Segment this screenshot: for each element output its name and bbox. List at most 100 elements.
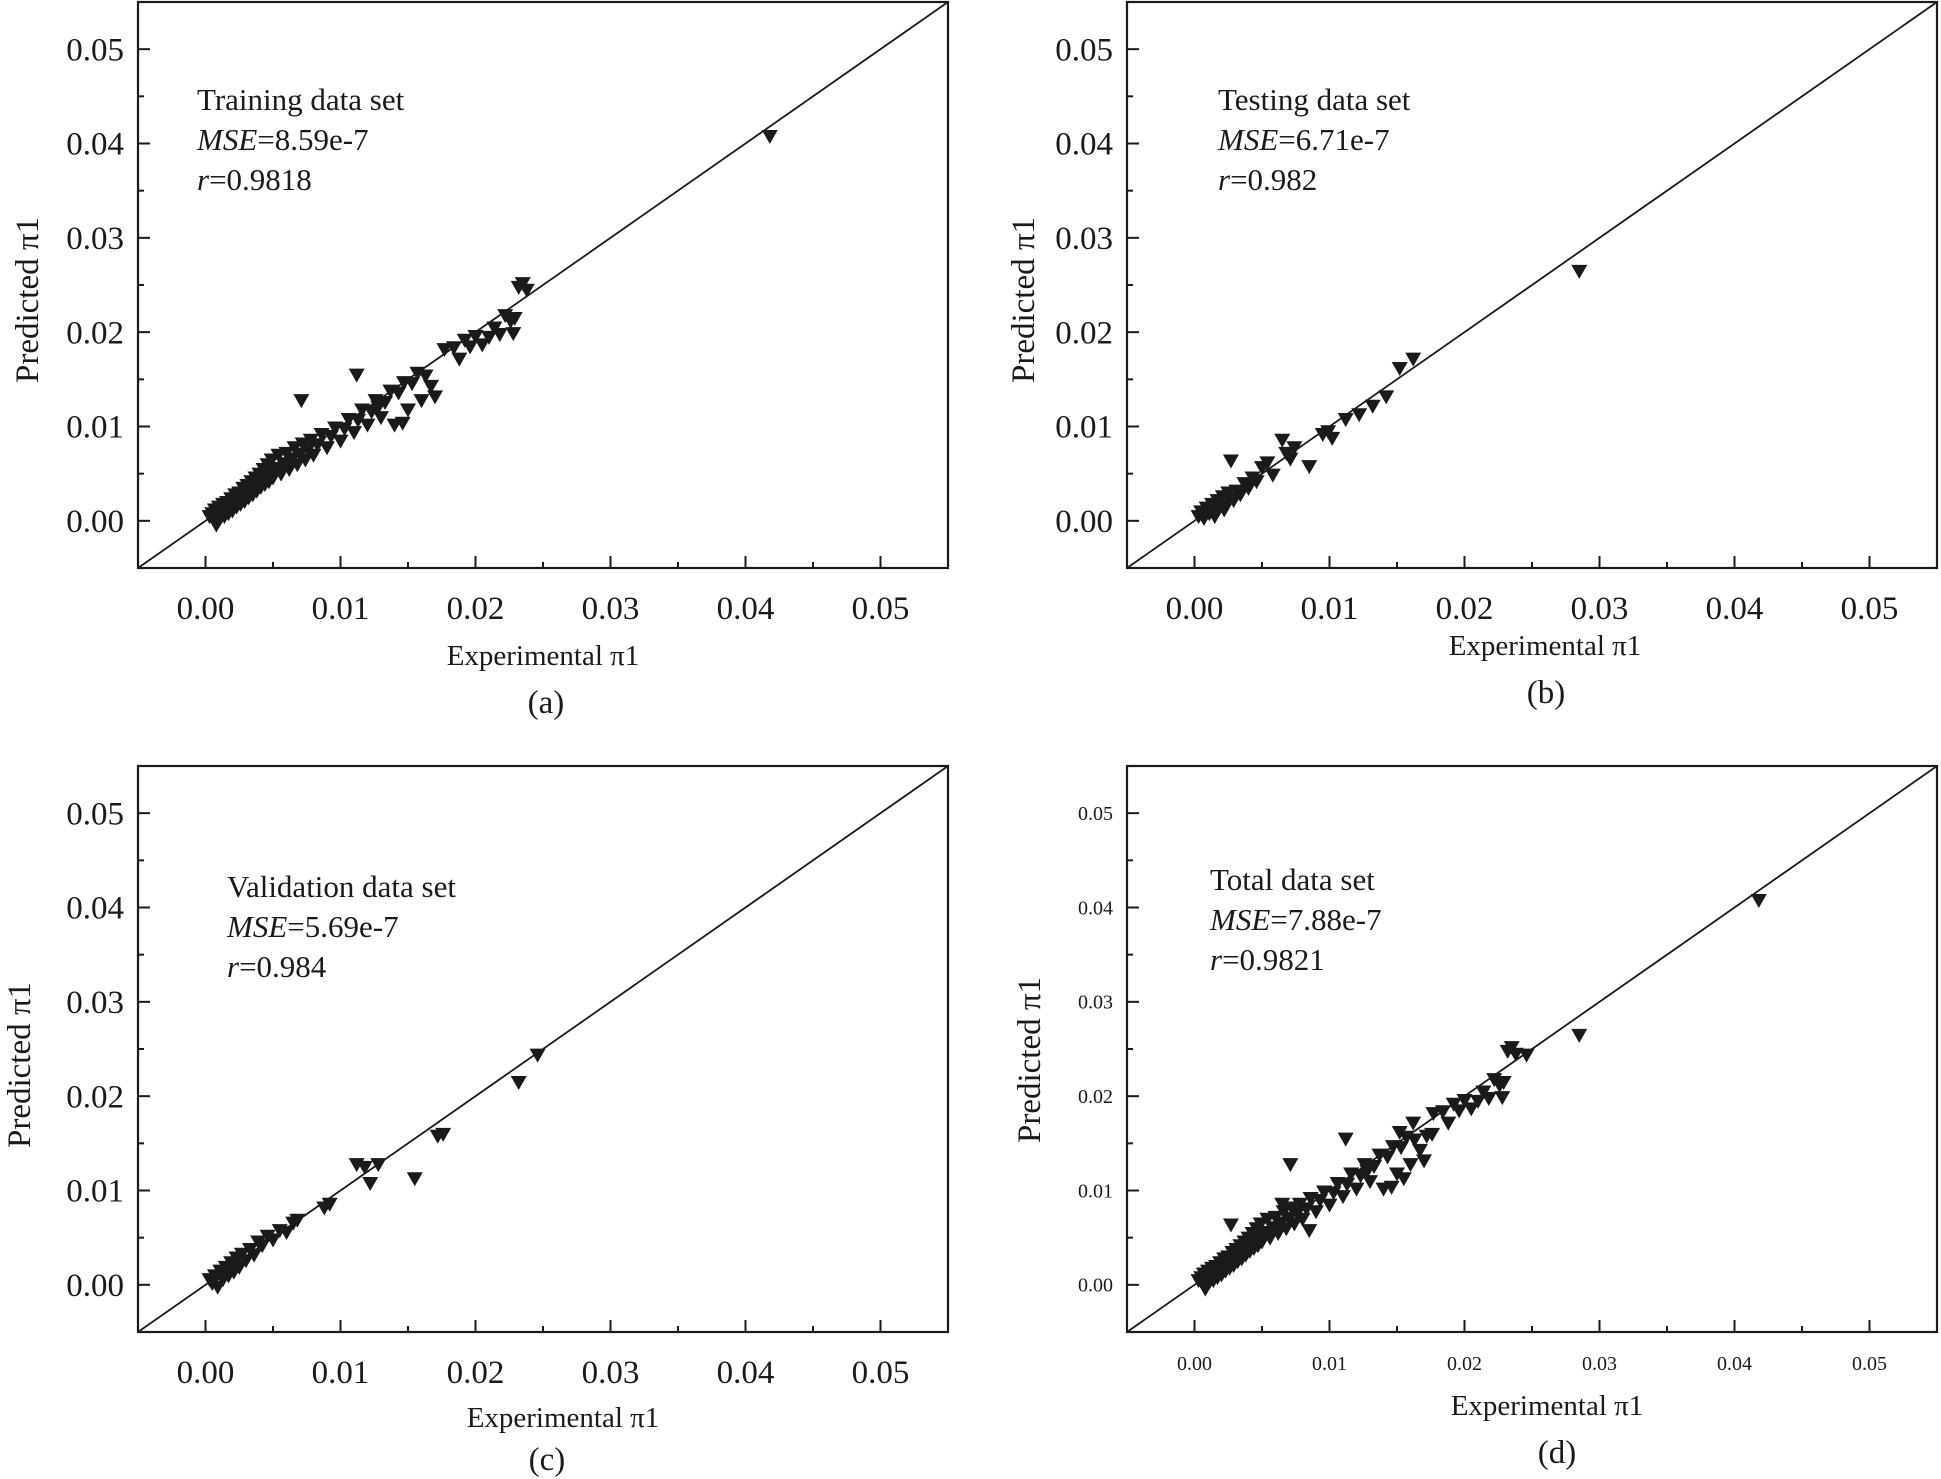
data-point — [1366, 1159, 1383, 1174]
x-tick-label: 0.02 — [1447, 1353, 1482, 1375]
data-point — [1424, 1127, 1441, 1142]
annotation-r: r=0.982 — [1218, 162, 1317, 197]
data-point — [1379, 1150, 1396, 1165]
data-point — [1282, 452, 1299, 467]
annotation-mse: MSE=8.59e-7 — [196, 122, 369, 157]
data-point — [1274, 433, 1291, 448]
data-point — [1264, 468, 1281, 483]
data-point — [1359, 1164, 1376, 1179]
data-point — [231, 1260, 248, 1275]
y-tick-label: 0.02 — [1055, 315, 1113, 351]
annotation-mse: MSE=7.88e-7 — [1209, 902, 1382, 937]
data-point — [1470, 1094, 1486, 1109]
data-point — [413, 394, 430, 409]
data-point — [1405, 1116, 1422, 1131]
data-point — [356, 1160, 373, 1175]
y-tick-label: 0.05 — [1055, 32, 1113, 68]
data-point — [1494, 1091, 1511, 1106]
data-point — [1301, 1224, 1318, 1239]
x-tick-label: 0.00 — [177, 1355, 235, 1391]
annotation-title: Testing data set — [1218, 82, 1411, 117]
data-point — [1391, 1126, 1408, 1141]
x-tick-label: 0.03 — [1582, 1353, 1617, 1375]
y-tick-label: 0.00 — [1078, 1275, 1113, 1297]
data-point — [273, 467, 290, 482]
data-point — [1254, 1235, 1270, 1250]
data-point — [427, 390, 443, 405]
panel-b: 0.00 0.01 0.02 0.03 0.04 0.05 0.00 0.01 0.02 0.03… — [1006, 0, 1939, 711]
x-axis-label: Experimental π1 — [1449, 630, 1642, 662]
x-tick-label: 0.02 — [447, 591, 505, 627]
panel-c: 0.00 0.01 0.02 0.03 0.04 0.05 0.00 0.01 0.02 0.03… — [2, 764, 950, 1478]
data-point — [1232, 488, 1249, 503]
data-point — [1480, 1092, 1497, 1107]
y-tick-label: 0.01 — [66, 410, 124, 446]
annotation-title: Total data set — [1210, 862, 1375, 897]
y-axis-label: Predicted π1 — [1012, 977, 1048, 1143]
x-tick-label: 0.04 — [1706, 591, 1764, 627]
y-tick-label: 0.03 — [66, 985, 124, 1021]
data-point — [373, 411, 389, 426]
data-point — [1222, 1218, 1239, 1233]
data-point — [1411, 1143, 1428, 1158]
data-point — [445, 341, 462, 356]
annotation-box: Total data set MSE=7.88e-7 r=0.9821 — [1209, 862, 1382, 977]
data-point — [1321, 1198, 1338, 1213]
x-tick-label: 0.04 — [717, 1355, 775, 1391]
data-point — [246, 1248, 263, 1263]
x-tick-label: 0.02 — [447, 1355, 505, 1391]
data-point — [278, 1226, 295, 1241]
data-point — [1405, 352, 1422, 367]
y-tick-label: 0.01 — [66, 1174, 124, 1210]
data-point — [1274, 1197, 1291, 1212]
x-tick-label: 0.05 — [852, 591, 910, 627]
data-point — [505, 327, 522, 342]
y-tick-label: 0.05 — [66, 796, 124, 832]
x-axis-label: Experimental π1 — [1451, 1390, 1644, 1422]
data-point — [302, 433, 319, 448]
data-point — [390, 386, 407, 401]
annotation-box: Training data set MSE=8.59e-7 r=0.9818 — [196, 82, 405, 197]
data-point — [1270, 1226, 1287, 1241]
data-point — [1364, 399, 1381, 414]
data-point — [1416, 1154, 1432, 1169]
y-tick-label: 0.04 — [1078, 897, 1113, 919]
y-tick-label: 0.00 — [66, 504, 124, 540]
data-point — [1425, 1107, 1442, 1122]
data-point — [1402, 1158, 1419, 1173]
data-point — [1324, 431, 1341, 446]
data-point — [481, 330, 497, 345]
annotation-title: Training data set — [197, 82, 405, 117]
y-tick-label: 0.03 — [66, 221, 124, 257]
data-point — [491, 328, 508, 343]
data-point — [436, 343, 453, 358]
data-point — [348, 368, 365, 383]
data-point — [1262, 1231, 1279, 1246]
data-point — [417, 369, 434, 384]
y-tick-label: 0.02 — [1078, 1086, 1113, 1108]
x-tick-label: 0.03 — [582, 591, 640, 627]
data-point — [1434, 1105, 1451, 1120]
data-point — [1351, 408, 1368, 423]
data-point — [1391, 362, 1408, 377]
data-point — [293, 394, 310, 409]
y-axis-label: Predicted π1 — [10, 217, 46, 383]
data-point — [370, 1158, 387, 1173]
y-tick-label: 0.05 — [66, 32, 124, 68]
x-tick-label: 0.04 — [717, 591, 775, 627]
data-point — [474, 338, 491, 353]
data-point — [1393, 1141, 1410, 1156]
data-point — [394, 416, 411, 431]
data-point — [1378, 390, 1395, 405]
x-tick-label: 0.05 — [1852, 1353, 1887, 1375]
data-point — [1222, 454, 1239, 469]
data-point — [346, 426, 362, 441]
x-tick-label: 0.01 — [1301, 591, 1359, 627]
x-tick-label: 0.05 — [852, 1355, 910, 1391]
data-point — [370, 400, 387, 415]
data-point — [1383, 1180, 1400, 1195]
data-point — [1518, 1048, 1535, 1063]
panel-label: (a) — [528, 685, 565, 721]
data-point — [1216, 503, 1233, 518]
